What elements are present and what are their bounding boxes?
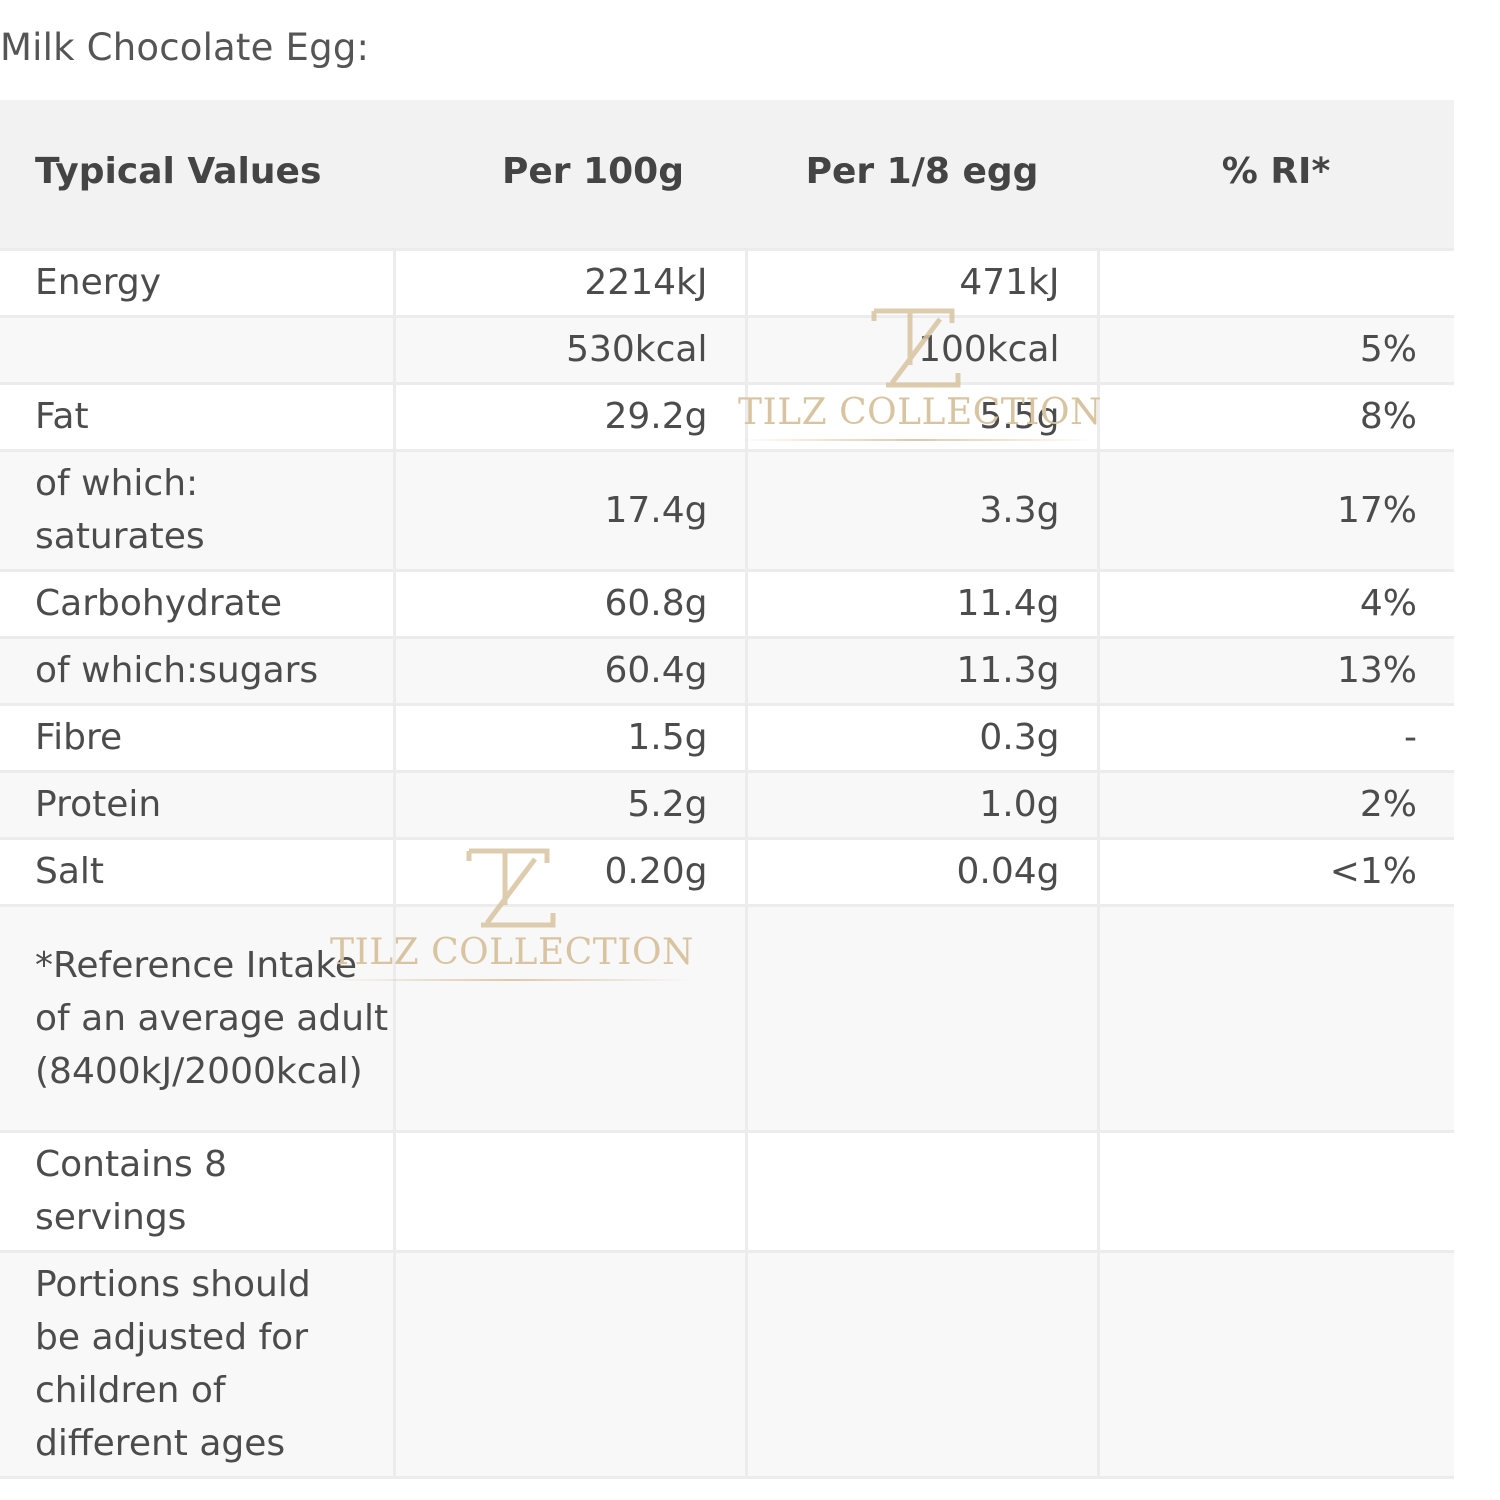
header-per-serving: Per 1/8 egg <box>805 151 1039 193</box>
cell-per-100g <box>392 903 746 1131</box>
cell-per-serving: 3.3g <box>744 448 1098 570</box>
row-label <box>0 314 394 383</box>
cell-per-100g: 1.5g <box>392 702 746 771</box>
cell-per-100g: 2214kJ <box>392 247 746 316</box>
cell-per-serving <box>744 1249 1098 1479</box>
cell-per-serving: 0.04g <box>744 836 1098 905</box>
cell-per-100g: 530kcal <box>392 314 746 383</box>
table-row: Fibre 1.5g 0.3g - <box>0 702 1454 771</box>
row-label: of which: saturates <box>0 448 394 570</box>
row-label: Portions should be adjusted for children… <box>0 1249 394 1479</box>
cell-per-serving: 11.4g <box>744 568 1098 637</box>
cell-ri: 4% <box>1096 568 1454 637</box>
table-row: *Reference Intake of an average adult (8… <box>0 903 1454 1131</box>
cell-per-100g: 0.20g <box>392 836 746 905</box>
table-row: Fat 29.2g 5.5g 8% <box>0 381 1454 450</box>
row-label: Fibre <box>0 702 394 771</box>
cell-per-100g <box>392 1249 746 1479</box>
cell-per-serving <box>744 903 1098 1131</box>
table-row: Protein 5.2g 1.0g 2% <box>0 769 1454 838</box>
cell-ri: 2% <box>1096 769 1454 838</box>
table-row: Portions should be adjusted for children… <box>0 1249 1454 1479</box>
nutrition-table: Typical Values Per 100g Per 1/8 egg % RI… <box>0 100 1454 1479</box>
table-row: Salt 0.20g 0.04g <1% <box>0 836 1454 905</box>
cell-per-100g: 29.2g <box>392 381 746 450</box>
cell-per-100g: 60.4g <box>392 635 746 704</box>
cell-per-100g: 17.4g <box>392 448 746 570</box>
cell-ri <box>1096 247 1454 316</box>
cell-per-serving <box>744 1129 1098 1251</box>
cell-ri: <1% <box>1096 836 1454 905</box>
table-row: Energy 2214kJ 471kJ <box>0 247 1454 316</box>
cell-ri: 8% <box>1096 381 1454 450</box>
cell-ri: - <box>1096 702 1454 771</box>
table-header-row: Typical Values Per 100g Per 1/8 egg % RI… <box>0 100 1454 249</box>
row-label: Fat <box>0 381 394 450</box>
cell-per-serving: 100kcal <box>744 314 1098 383</box>
row-label: Salt <box>0 836 394 905</box>
row-label: Carbohydrate <box>0 568 394 637</box>
cell-ri <box>1096 1249 1454 1479</box>
table-row: of which:sugars 60.4g 11.3g 13% <box>0 635 1454 704</box>
cell-ri <box>1096 903 1454 1131</box>
table-row: of which: saturates 17.4g 3.3g 17% <box>0 448 1454 570</box>
table-row: 530kcal 100kcal 5% <box>0 314 1454 383</box>
cell-ri: 5% <box>1096 314 1454 383</box>
cell-per-100g: 60.8g <box>392 568 746 637</box>
row-label: *Reference Intake of an average adult (8… <box>0 903 394 1131</box>
cell-ri <box>1096 1129 1454 1251</box>
cell-per-serving: 11.3g <box>744 635 1098 704</box>
row-label: Energy <box>0 247 394 316</box>
row-label: Protein <box>0 769 394 838</box>
row-label: Contains 8 servings <box>0 1129 394 1251</box>
cell-per-serving: 0.3g <box>744 702 1098 771</box>
cell-ri: 17% <box>1096 448 1454 570</box>
cell-per-100g <box>392 1129 746 1251</box>
row-label: of which:sugars <box>0 635 394 704</box>
cell-ri: 13% <box>1096 635 1454 704</box>
cell-per-serving: 1.0g <box>744 769 1098 838</box>
header-ri: % RI* <box>1221 151 1331 193</box>
page-title: Milk Chocolate Egg: <box>0 26 370 69</box>
cell-per-100g: 5.2g <box>392 769 746 838</box>
cell-per-serving: 471kJ <box>744 247 1098 316</box>
header-typical-values: Typical Values <box>35 151 322 193</box>
table-row: Contains 8 servings <box>0 1129 1454 1251</box>
header-per-100g: Per 100g <box>501 151 684 193</box>
table-row: Carbohydrate 60.8g 11.4g 4% <box>0 568 1454 637</box>
cell-per-serving: 5.5g <box>744 381 1098 450</box>
